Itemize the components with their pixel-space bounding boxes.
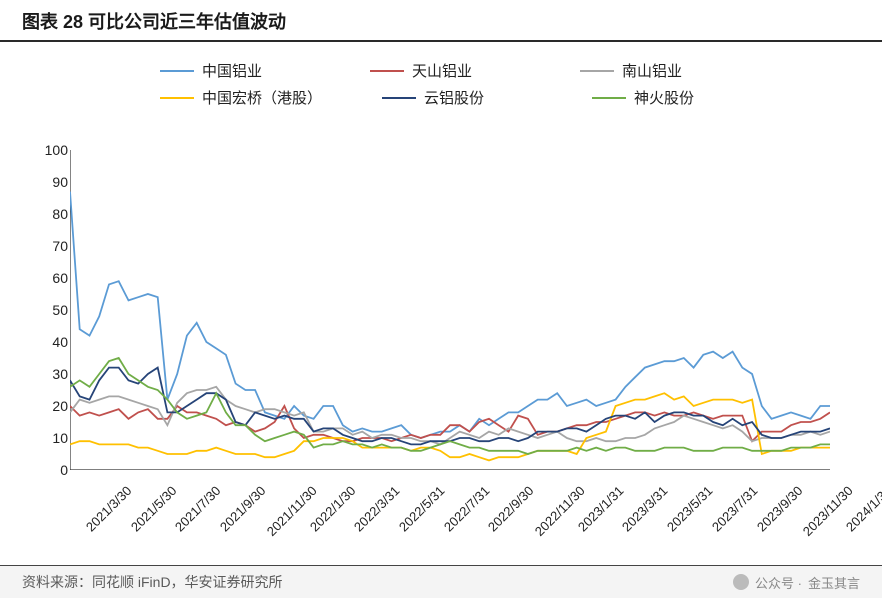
legend-item: 南山铝业: [580, 60, 730, 81]
line-chart-svg: [70, 150, 830, 470]
y-tick-label: 50: [52, 302, 68, 318]
legend-swatch: [160, 70, 194, 72]
legend-swatch: [592, 97, 626, 99]
y-axis: 0102030405060708090100: [38, 150, 68, 470]
x-tick-label: 2023/9/30: [754, 483, 806, 535]
y-tick-label: 100: [45, 142, 68, 158]
series-line: [70, 358, 830, 454]
series-line: [70, 368, 830, 445]
x-tick-label: 2022/5/31: [396, 483, 448, 535]
legend: 中国铝业 天山铝业 南山铝业 中国宏桥（港股） 云铝股份 神火股份: [0, 42, 882, 118]
legend-item: 天山铝业: [370, 60, 520, 81]
x-tick-label: 2021/9/30: [217, 483, 269, 535]
chart-title: 图表 28 可比公司近三年估值波动: [22, 12, 286, 32]
x-tick-label: 2023/7/31: [709, 483, 761, 535]
y-tick-label: 30: [52, 366, 68, 382]
x-tick-label: 2022/9/30: [485, 483, 537, 535]
legend-swatch: [382, 97, 416, 99]
series-line: [70, 192, 830, 438]
y-tick-label: 20: [52, 398, 68, 414]
series-line: [70, 387, 830, 445]
legend-item: 中国宏桥（港股）: [160, 87, 322, 108]
legend-label: 天山铝业: [412, 60, 472, 81]
x-tick-label: 2023/5/31: [664, 483, 716, 535]
y-tick-label: 80: [52, 206, 68, 222]
y-tick-label: 10: [52, 430, 68, 446]
y-tick-label: 90: [52, 174, 68, 190]
legend-item: 中国铝业: [160, 60, 310, 81]
source-text: 资料来源：同花顺 iFinD，华安证券研究所: [22, 572, 283, 592]
x-tick-label: 2021/11/30: [264, 483, 320, 539]
legend-swatch: [370, 70, 404, 72]
x-tick-label: 2023/3/31: [619, 483, 671, 535]
title-bar: 图表 28 可比公司近三年估值波动: [0, 0, 882, 42]
legend-label: 中国宏桥（港股）: [202, 87, 322, 108]
source-bar: 资料来源：同花顺 iFinD，华安证券研究所 公众号 · 金玉其言: [0, 565, 882, 598]
chart-figure: 图表 28 可比公司近三年估值波动 中国铝业 天山铝业 南山铝业 中国宏桥（港股） 云…: [0, 0, 882, 598]
legend-item: 云铝股份: [382, 87, 532, 108]
x-axis: 2021/3/302021/5/302021/7/302021/9/302021…: [70, 475, 830, 565]
x-tick-label: 2021/5/30: [128, 483, 180, 535]
wechat-icon: [733, 574, 749, 590]
x-tick-label: 2023/11/30: [800, 483, 856, 539]
x-tick-label: 2021/7/30: [172, 483, 224, 535]
legend-swatch: [160, 97, 194, 99]
watermark: 公众号 · 金玉其言: [733, 573, 860, 592]
legend-label: 神火股份: [634, 87, 694, 108]
x-tick-label: 2022/11/30: [532, 483, 588, 539]
x-tick-label: 2021/3/30: [83, 483, 135, 535]
x-tick-label: 2022/3/31: [351, 483, 403, 535]
y-tick-label: 60: [52, 270, 68, 286]
legend-item: 神火股份: [592, 87, 742, 108]
y-tick-label: 70: [52, 238, 68, 254]
x-tick-label: 2022/7/31: [441, 483, 493, 535]
legend-label: 中国铝业: [202, 60, 262, 81]
y-tick-label: 0: [60, 462, 68, 478]
plot-area: [70, 150, 830, 470]
legend-label: 南山铝业: [622, 60, 682, 81]
legend-label: 云铝股份: [424, 87, 484, 108]
y-tick-label: 40: [52, 334, 68, 350]
legend-swatch: [580, 70, 614, 72]
